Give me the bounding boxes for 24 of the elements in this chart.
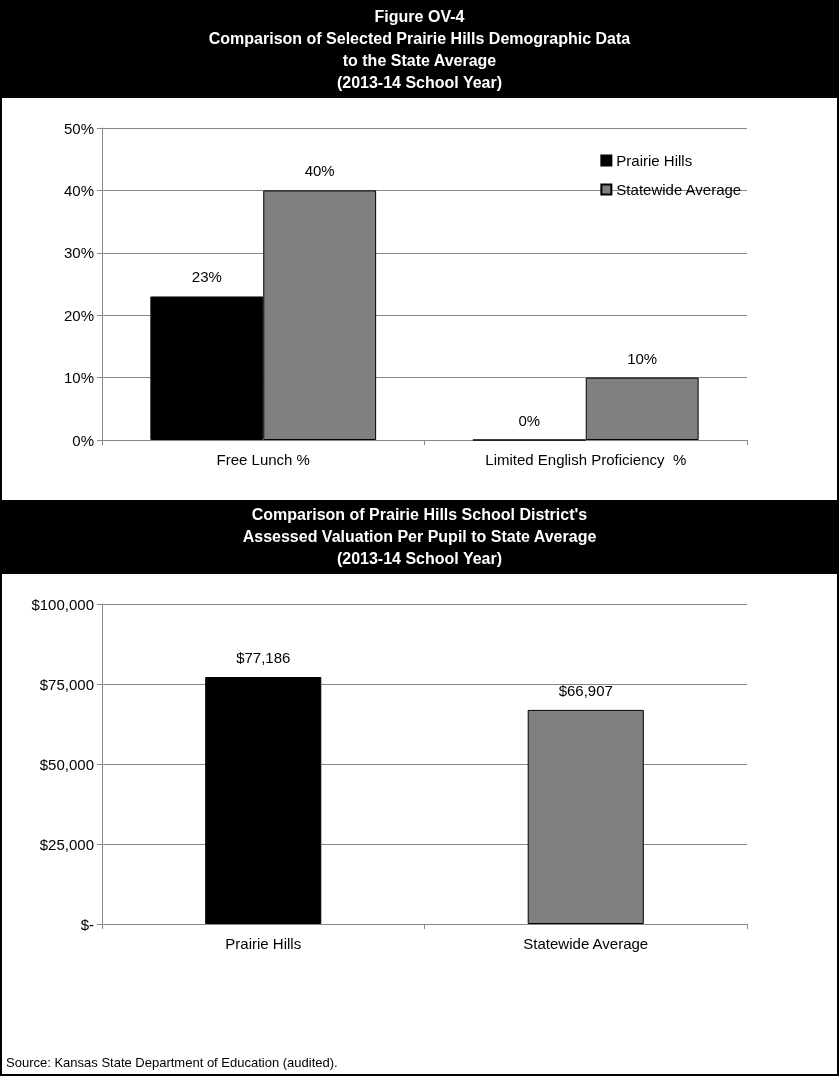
y-tick-label: 30% xyxy=(63,244,94,262)
y-tick-label: 20% xyxy=(63,306,94,324)
data-label: 0% xyxy=(518,411,541,429)
data-label: 10% xyxy=(627,349,658,367)
chart-title: Figure OV-4 Comparison of Selected Prairie Hills Demographic Data to the State Average (2013-14 School Year) xyxy=(2,2,837,98)
data-label: $66,907 xyxy=(558,681,613,699)
data-label: $77,186 xyxy=(236,649,291,666)
legend-label: Prairie Hills xyxy=(616,152,693,169)
y-tick-label: 0% xyxy=(72,431,94,449)
y-tick-label: 40% xyxy=(63,181,94,199)
y-tick-label: $- xyxy=(80,915,94,933)
data-label: 40% xyxy=(304,162,335,180)
y-tick-label: $100,000 xyxy=(31,595,94,613)
y-tick-label: $75,000 xyxy=(39,675,94,693)
x-tick-label: Limited English Proficiency % xyxy=(485,451,687,468)
x-tick-label: Free Lunch % xyxy=(216,451,310,468)
source-note: Source: Kansas State Department of Education (audited). xyxy=(6,1055,338,1070)
y-tick-label: 10% xyxy=(63,369,94,387)
y-tick-label: $25,000 xyxy=(39,835,94,853)
y-tick-label: $50,000 xyxy=(39,755,94,773)
chart-title: Comparison of Prairie Hills School District's Assessed Valuation Per Pupil to State Average (2013-14 School Year) xyxy=(2,500,837,574)
legend-label: Statewide Average xyxy=(616,181,742,198)
y-tick-label: 50% xyxy=(63,119,94,137)
data-label: 23% xyxy=(191,268,222,286)
